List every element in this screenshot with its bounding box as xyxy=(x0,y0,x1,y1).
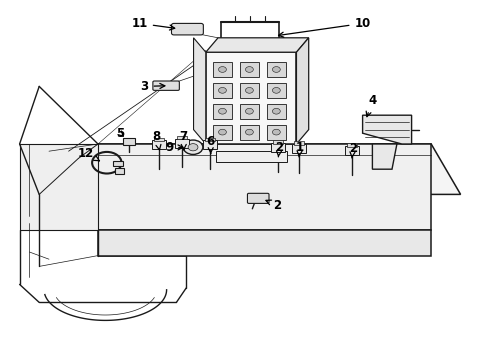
Bar xyxy=(240,83,259,98)
Polygon shape xyxy=(363,115,412,144)
Circle shape xyxy=(219,87,226,93)
Polygon shape xyxy=(194,38,206,144)
Bar xyxy=(267,104,286,119)
FancyBboxPatch shape xyxy=(172,23,203,35)
FancyBboxPatch shape xyxy=(247,193,269,203)
Bar xyxy=(347,143,357,147)
Bar xyxy=(273,140,283,144)
Circle shape xyxy=(272,87,280,93)
Circle shape xyxy=(219,129,226,135)
Bar xyxy=(115,168,124,174)
Bar xyxy=(267,62,286,77)
Bar xyxy=(240,104,259,119)
Text: 4: 4 xyxy=(366,94,376,117)
Bar xyxy=(292,144,306,153)
Text: 9: 9 xyxy=(165,141,183,154)
Circle shape xyxy=(245,129,253,135)
Circle shape xyxy=(272,67,280,72)
Polygon shape xyxy=(39,144,461,194)
Circle shape xyxy=(272,108,280,114)
Bar xyxy=(203,140,217,149)
Bar xyxy=(213,125,232,140)
Bar xyxy=(213,62,232,77)
Circle shape xyxy=(245,67,253,72)
Bar xyxy=(177,136,187,139)
Bar xyxy=(271,143,285,152)
Text: 1: 1 xyxy=(296,141,304,157)
Text: 5: 5 xyxy=(116,127,124,140)
Text: 6: 6 xyxy=(207,135,215,153)
Bar xyxy=(213,83,232,98)
Polygon shape xyxy=(20,144,98,230)
Bar xyxy=(267,83,286,98)
Text: 12: 12 xyxy=(77,147,99,161)
Bar xyxy=(123,138,135,145)
Polygon shape xyxy=(372,144,397,169)
Bar xyxy=(152,140,166,149)
Bar xyxy=(267,125,286,140)
Text: 3: 3 xyxy=(141,80,165,93)
Text: 2: 2 xyxy=(275,141,283,157)
Polygon shape xyxy=(206,38,309,52)
Circle shape xyxy=(219,67,226,72)
Bar xyxy=(345,146,359,155)
Circle shape xyxy=(272,129,280,135)
Circle shape xyxy=(245,87,253,93)
Bar xyxy=(294,141,304,145)
Polygon shape xyxy=(98,230,431,256)
Text: 7: 7 xyxy=(180,130,188,149)
Circle shape xyxy=(188,144,198,151)
Circle shape xyxy=(219,108,226,114)
Circle shape xyxy=(183,140,203,154)
Text: 11: 11 xyxy=(131,17,175,30)
Bar xyxy=(175,139,189,148)
Bar xyxy=(205,138,215,141)
Circle shape xyxy=(245,108,253,114)
Bar xyxy=(154,138,164,141)
Bar xyxy=(240,125,259,140)
Polygon shape xyxy=(216,151,287,162)
Text: 10: 10 xyxy=(278,17,371,37)
Text: 8: 8 xyxy=(153,130,161,150)
Polygon shape xyxy=(206,52,296,144)
Bar xyxy=(213,104,232,119)
Bar xyxy=(240,62,259,77)
Polygon shape xyxy=(98,144,431,230)
Text: 2: 2 xyxy=(349,142,357,158)
Bar xyxy=(113,161,123,166)
Text: 2: 2 xyxy=(266,199,281,212)
FancyBboxPatch shape xyxy=(153,81,179,90)
Polygon shape xyxy=(296,38,309,144)
